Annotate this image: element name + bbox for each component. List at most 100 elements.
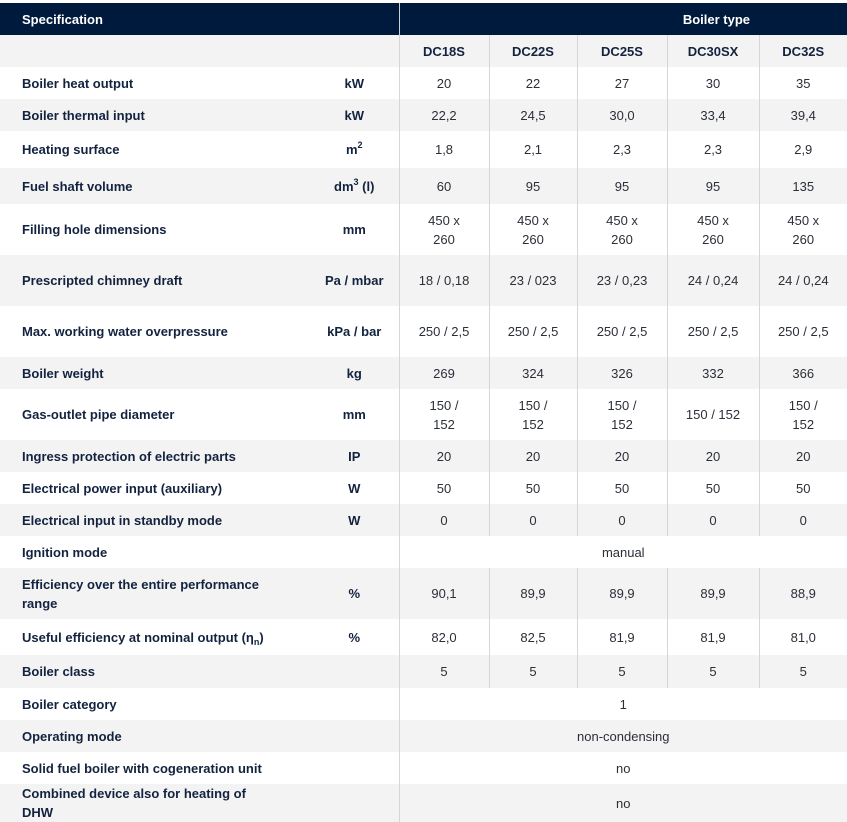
unit-cell: mm (310, 204, 399, 255)
value-cell: 250 / 2,5 (666, 306, 760, 357)
spec-label-text: Max. working water overpressure (22, 324, 228, 339)
value-cell: 2,3 (576, 131, 668, 168)
value-cell: 81,9 (666, 619, 760, 655)
table-row: Efficiency over the entire performance r… (0, 568, 847, 619)
value-cell: 88,9 (758, 568, 847, 619)
merged-value-cell: manual (398, 536, 847, 568)
spec-label-text: Gas-outlet pipe diameter (22, 407, 175, 422)
table-row: Combined device also for heating of DHW n… (0, 784, 847, 822)
value-cell: 82,0 (398, 619, 490, 655)
unit-text: IP (348, 448, 361, 464)
empty-cell (0, 35, 400, 67)
value-cell: 150 / 152 (398, 389, 490, 440)
value-cell: 250 / 2,5 (398, 306, 490, 357)
header-row: Specification Boiler type (0, 3, 847, 35)
spec-label: Efficiency over the entire performance r… (0, 568, 310, 619)
table-row: Useful efficiency at nominal output (ηn)… (0, 619, 847, 655)
unit-text: dm (334, 178, 354, 194)
value-cell: 5 (398, 655, 490, 688)
unit-cell: % (310, 568, 400, 619)
table-row: Fuel shaft volume dm3 (l) 60 95 95 95 135 (0, 168, 847, 204)
value-cell: 450 x 260 (398, 204, 490, 255)
spec-label: Electrical power input (auxiliary) (0, 472, 310, 504)
table-row: Boiler weight kg 269 324 326 332 366 (0, 357, 847, 389)
merged-value-cell: non-condensing (398, 720, 847, 752)
unit-cell: dm3 (l) (310, 168, 400, 204)
value-cell: 450 x 260 (488, 204, 578, 255)
value-cell: 24 / 0,24 (666, 255, 760, 306)
value-cell: 89,9 (576, 568, 668, 619)
value-cell: 150 / 152 (666, 389, 760, 440)
value-cell: 95 (666, 168, 760, 204)
value-cell: 5 (488, 655, 578, 688)
value-cell: 23 / 0,23 (576, 255, 668, 306)
unit-cell (310, 655, 400, 688)
table-row: Electrical input in standby mode W 0 0 0 0 0 (0, 504, 847, 536)
value-cell: 35 (758, 67, 847, 99)
model-header: DC32S (758, 35, 847, 67)
table-row: Gas-outlet pipe diameter mm 150 / 152 150 /… (0, 389, 847, 440)
spec-label-suffix: ) (259, 629, 264, 645)
value-cell: 39,4 (758, 99, 847, 131)
table-row: Filling hole dimensions mm 450 x 260 450 x … (0, 204, 847, 255)
spec-label: Operating mode (0, 720, 310, 752)
value-cell: 50 (398, 472, 490, 504)
unit-cell: mm (310, 389, 399, 440)
spec-label: Solid fuel boiler with cogeneration unit (0, 752, 310, 784)
value-cell: 450 x 260 (666, 204, 760, 255)
value-cell: 20 (488, 440, 578, 472)
value-cell: 33,4 (666, 99, 760, 131)
value-cell: 150 / 152 (758, 389, 847, 440)
model-header: DC22S (488, 35, 578, 67)
unit-text: kW (344, 107, 365, 123)
value-cell: 0 (666, 504, 760, 536)
spec-label-text: Filling hole dimensions (22, 222, 167, 237)
table-row: Heating surface m2 1,8 2,1 2,3 2,3 2,9 (0, 131, 847, 168)
unit-cell: W (310, 472, 399, 504)
unit-text: mm (342, 407, 366, 422)
value-cell: 81,9 (576, 619, 668, 655)
unit-cell (310, 720, 400, 752)
value-cell: 50 (666, 472, 760, 504)
value-cell: 5 (576, 655, 668, 688)
spec-label: Prescripted chimney draft (0, 255, 310, 306)
spec-label: Electrical input in standby mode (0, 504, 310, 536)
unit-text: % (348, 629, 361, 645)
table-row: Boiler category 1 (0, 688, 847, 720)
unit-cell (310, 688, 399, 720)
value-cell: 326 (576, 357, 668, 389)
value-cell: 0 (488, 504, 578, 536)
unit-cell: kW (310, 67, 399, 99)
spec-label: Fuel shaft volume (0, 168, 310, 204)
spec-label: Heating surface (0, 131, 310, 168)
value-cell: 20 (758, 440, 847, 472)
spec-label-text: Ignition mode (22, 544, 108, 560)
unit-text: kW (344, 75, 365, 91)
spec-label: Useful efficiency at nominal output (ηn) (0, 619, 310, 655)
value-cell: 82,5 (488, 619, 578, 655)
unit-cell: kPa / bar (310, 306, 399, 357)
spec-label: Ignition mode (0, 536, 310, 568)
table-row: Ignition mode manual (0, 536, 847, 568)
merged-value-cell: no (398, 752, 847, 784)
unit-cell: kg (310, 357, 400, 389)
value-cell: 366 (758, 357, 847, 389)
unit-text: W (348, 512, 361, 528)
model-row: DC18S DC22S DC25S DC30SX DC32S (0, 35, 847, 67)
spec-label-text: Fuel shaft volume (22, 178, 133, 194)
model-header: DC25S (576, 35, 668, 67)
unit-cell: kW (310, 99, 400, 131)
spec-label-text: Useful efficiency at nominal output (η (22, 629, 254, 645)
value-cell: 450 x 260 (758, 204, 847, 255)
table-row: Boiler heat output kW 20 22 27 30 35 (0, 67, 847, 99)
spec-label-text: Heating surface (22, 142, 120, 157)
value-cell: 90,1 (398, 568, 490, 619)
specification-header: Specification (0, 3, 400, 35)
table-row: Boiler thermal input kW 22,2 24,5 30,0 33,4 39… (0, 99, 847, 131)
value-cell: 22,2 (398, 99, 490, 131)
unit-cell: IP (310, 440, 400, 472)
value-cell: 30,0 (576, 99, 668, 131)
value-cell: 0 (576, 504, 668, 536)
value-cell: 332 (666, 357, 760, 389)
value-cell: 60 (398, 168, 490, 204)
